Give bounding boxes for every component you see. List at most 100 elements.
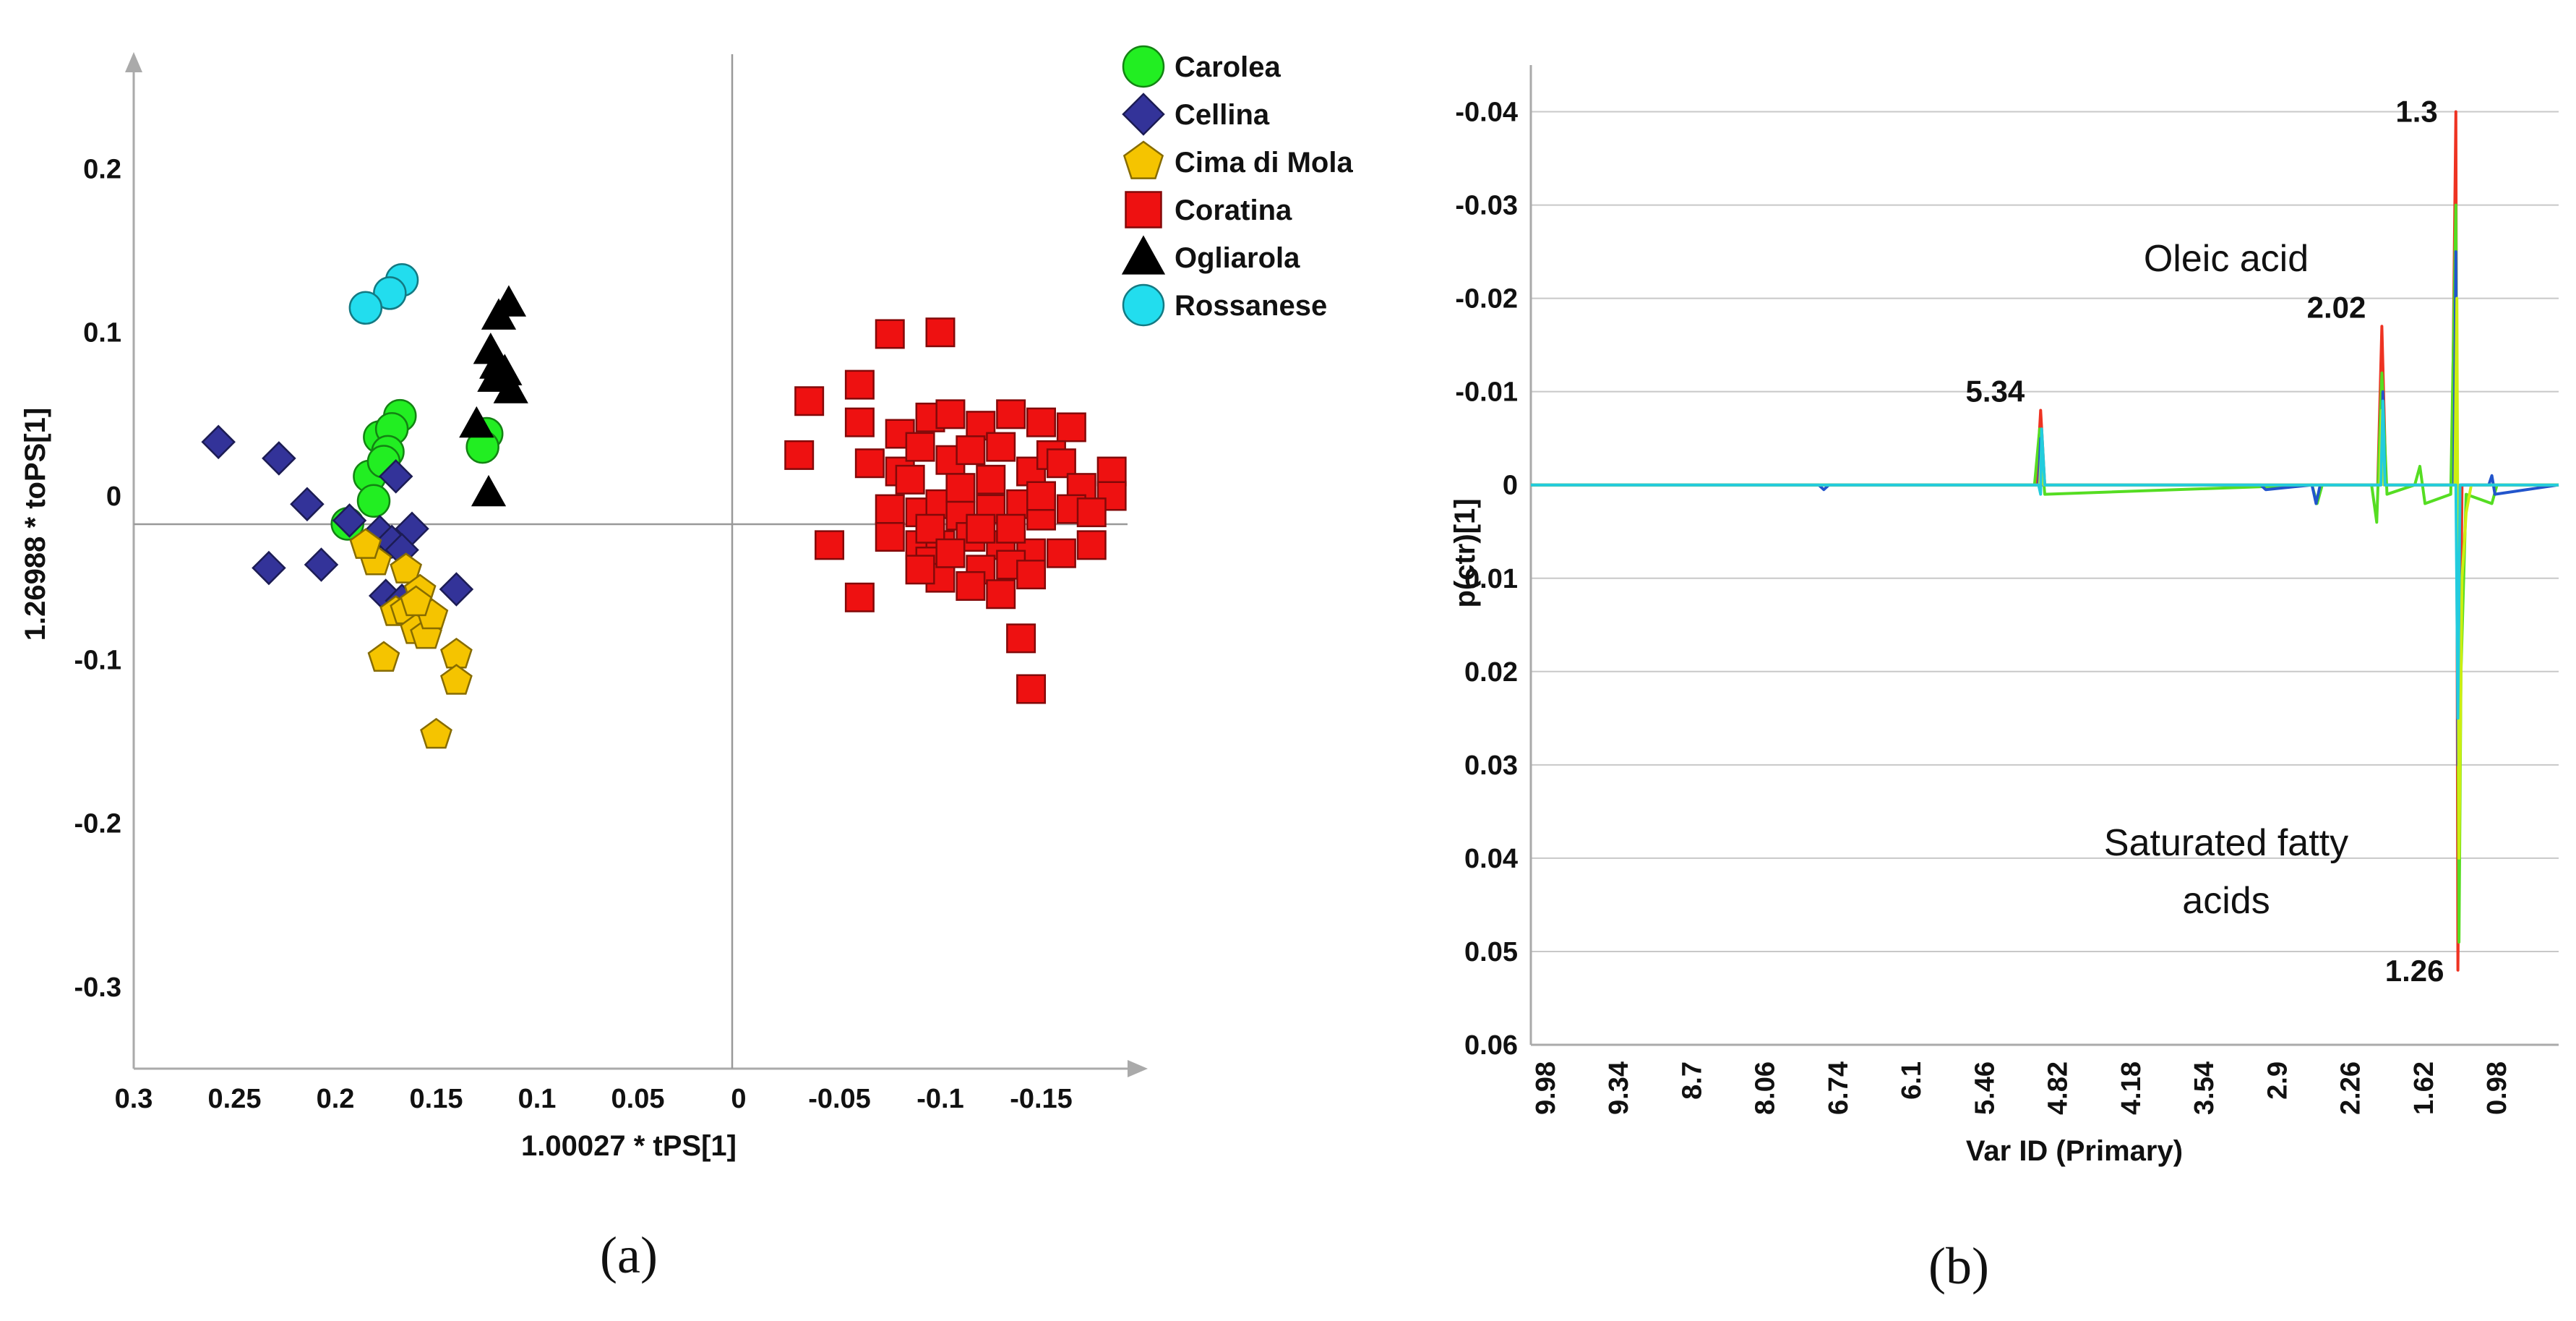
data-point: [844, 407, 875, 437]
loading-lines: [1531, 110, 2559, 972]
x-tick-label: 0.1: [518, 1084, 557, 1114]
peak-label: 1.3: [2395, 95, 2437, 129]
data-point: [905, 555, 935, 585]
legend-label: Ogliarola: [1175, 242, 1300, 274]
data-point: [854, 448, 885, 479]
b-y-tick-labels: -0.04 -0.03 -0.02 -0.01 0 0.01 0.02 0.03 0.04 0.0…: [1455, 98, 1518, 1061]
data-point: [439, 572, 474, 607]
b-y-tick-label: -0.02: [1455, 284, 1518, 315]
data-point: [471, 474, 507, 507]
peak-label: 1.26: [2385, 954, 2444, 988]
data-point: [1016, 674, 1047, 704]
b-x-tick-labels: 9.98 9.34 8.7 8.06 6.74 6.1 5.46 4.82 4.18 3.54 2.…: [1531, 1061, 2512, 1115]
loading-green: [1531, 203, 2559, 944]
data-point: [481, 298, 517, 330]
b-x-tick-label: 8.06: [1751, 1061, 1781, 1115]
y-tick-labels: 0.2 0.1 0 -0.1 -0.2 -0.3: [74, 154, 121, 1002]
gridlines: [1531, 111, 2559, 952]
series-carolea: [330, 398, 504, 541]
data-point: [945, 473, 976, 503]
data-point: [440, 637, 473, 669]
data-point: [956, 435, 986, 466]
y-tick-label: -0.2: [74, 809, 121, 839]
series-coratina: [784, 317, 1127, 704]
data-point: [976, 464, 1006, 495]
legend-label: Rossanese: [1175, 290, 1327, 322]
series-cellina: [201, 424, 474, 618]
peak-labels: 5.34 2.02 1.3 1.26: [1966, 95, 2444, 988]
b-x-tick-label: 4.82: [2043, 1061, 2074, 1115]
data-point: [935, 538, 966, 568]
x-tick-label: -0.15: [1010, 1084, 1073, 1114]
annotation-oleic-acid: Oleic acid: [2144, 238, 2309, 280]
data-point: [905, 432, 935, 462]
legend-marker: [1122, 45, 1165, 88]
b-x-tick-label: 8.7: [1677, 1061, 1707, 1100]
x-tick-labels: 0.3 0.25 0.2 0.15 0.1 0.05 0 -0.05 -0.1 -0.15: [115, 1084, 1073, 1114]
data-point: [935, 399, 966, 429]
data-point: [996, 513, 1026, 544]
b-y-tick-label: 0: [1503, 471, 1518, 501]
data-point: [290, 487, 325, 522]
data-point: [390, 552, 423, 583]
b-x-tick-label: 2.9: [2262, 1061, 2293, 1100]
x-axis-label: 1.00027 * tPS[1]: [521, 1130, 737, 1162]
data-point: [262, 441, 296, 476]
data-point: [400, 585, 432, 617]
b-y-tick-label: 0.02: [1464, 657, 1518, 688]
data-point: [332, 503, 367, 538]
data-point: [440, 664, 473, 695]
b-x-tick-label: 4.18: [2116, 1061, 2147, 1115]
legend-label: Coratina: [1175, 194, 1292, 226]
legend-marker: [1122, 93, 1165, 136]
x-tick-label: 0.2: [317, 1084, 355, 1114]
x-tick-label: 0.25: [208, 1084, 262, 1114]
data-point: [784, 440, 815, 470]
x-tick-label: -0.1: [916, 1084, 963, 1114]
data-point: [378, 459, 413, 494]
b-y-tick-label: 0.06: [1464, 1030, 1518, 1061]
x-tick-label: 0: [731, 1084, 746, 1114]
data-point: [1076, 530, 1107, 560]
series-ogliarola: [459, 285, 528, 507]
data-point: [304, 547, 339, 582]
y-tick-label: 0.2: [83, 154, 121, 184]
peak-label: 2.02: [2307, 290, 2366, 324]
b-x-tick-label: 6.1: [1897, 1061, 1927, 1100]
loading-cyan: [1531, 399, 2559, 720]
data-point: [1056, 412, 1086, 443]
b-x-axis-label: Var ID (Primary): [1966, 1135, 2183, 1167]
data-point: [349, 528, 382, 559]
loading-plot: -0.04 -0.03 -0.02 -0.01 0 0.01 0.02 0.03 0.04 0.0…: [1449, 65, 2559, 1295]
legend: Carolea Cellina Cima di Mola Coratina Ogliar…: [1121, 45, 1353, 327]
legend-marker: [1125, 191, 1162, 228]
panel-label-b: (b): [1928, 1237, 1989, 1295]
x-axis-arrow: [1128, 1060, 1148, 1077]
data-point: [477, 360, 512, 392]
x-tick-label: 0.05: [611, 1084, 665, 1114]
y-tick-label: -0.1: [74, 645, 121, 675]
data-point: [875, 522, 905, 552]
legend-label: Carolea: [1175, 51, 1281, 83]
b-y-tick-label: 0.04: [1464, 844, 1518, 874]
data-point: [844, 369, 875, 400]
b-x-tick-label: 9.98: [1531, 1061, 1561, 1115]
loading-red: [1531, 110, 2559, 972]
data-point: [996, 399, 1026, 429]
data-point: [1046, 448, 1076, 479]
series-cima-di-mola: [349, 528, 473, 749]
y-axis-label: 1.26988 * toPS[1]: [20, 408, 51, 641]
data-point: [915, 513, 945, 544]
peak-label: 5.34: [1966, 374, 2025, 408]
legend-marker: [1122, 283, 1165, 327]
annotation-acids: acids: [2182, 880, 2270, 922]
legend-marker: [1122, 140, 1164, 179]
data-point: [986, 432, 1016, 462]
data-point: [895, 464, 925, 495]
b-x-tick-label: 3.54: [2189, 1061, 2220, 1115]
data-point: [252, 550, 286, 586]
data-point: [420, 717, 452, 749]
b-x-tick-label: 6.74: [1824, 1061, 1854, 1115]
score-plot: 0.3 0.25 0.2 0.15 0.1 0.05 0 -0.05 -0.1 -0.15 0.2…: [20, 45, 1353, 1284]
